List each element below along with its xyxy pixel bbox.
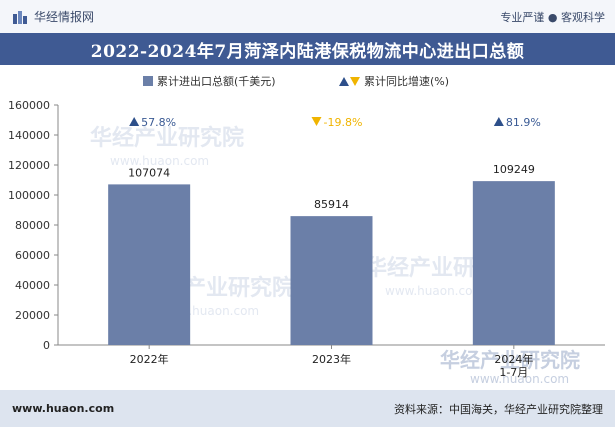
growth-up-triangle-icon — [129, 117, 140, 126]
legend-up-triangle-icon — [339, 77, 349, 86]
legend-bar-swatch — [143, 76, 153, 86]
y-tick-label: 160000 — [8, 99, 50, 112]
y-tick-label: 80000 — [15, 219, 50, 232]
y-tick-label: 60000 — [15, 249, 50, 262]
x-tick-label: 2024年 — [494, 352, 533, 366]
brand-logo-icon — [13, 10, 27, 24]
footer-source: 资料来源：中国海关，华经产业研究院整理 — [394, 402, 603, 416]
watermark-url-4: www.huaon.com — [470, 372, 569, 386]
bars — [108, 181, 555, 345]
y-tick-label: 40000 — [15, 279, 50, 292]
growth-rate-label: 57.8% — [141, 116, 176, 129]
y-tick-label: 140000 — [8, 129, 50, 142]
watermark-4: 华经产业研究院 — [440, 348, 580, 372]
chart-title: 2022-2024年7月菏泽内陆港保税物流中心进出口总额 — [90, 41, 525, 62]
legend-bar-label: 累计进出口总额(千美元) — [157, 74, 276, 88]
footer: www.huaon.com 资料来源：中国海关，华经产业研究院整理 — [0, 390, 615, 427]
growth-up-triangle-icon — [493, 117, 504, 126]
bar — [472, 181, 555, 345]
legend-down-triangle-icon — [350, 77, 360, 86]
brand-name: 华经情报网 — [34, 10, 95, 24]
watermark-1: 华经产业研究院 — [90, 125, 244, 151]
labels: 107074 2022年 57.8% 85914 2023年 -19.8% 109249 20… — [128, 116, 541, 379]
x-tick-label: 1-7月 — [499, 366, 528, 379]
title-bar: 2022-2024年7月菏泽内陆港保税物流中心进出口总额 — [0, 33, 615, 65]
x-tick-label: 2022年 — [130, 352, 169, 366]
y-tick-label: 20000 — [15, 309, 50, 322]
bar-value-label: 85914 — [314, 198, 349, 211]
bar-value-label: 107074 — [128, 166, 170, 179]
top-bar: 华经情报网 专业严谨 ● 客观科学 — [0, 0, 615, 33]
legend: 累计进出口总额(千美元) 累计同比增速(%) — [143, 74, 449, 88]
tagline: 专业严谨 ● 客观科学 — [500, 10, 605, 24]
brand: 华经情报网 — [12, 8, 94, 25]
y-tick-label: 120000 — [8, 159, 50, 172]
bar — [108, 184, 191, 345]
bar-chart: 华经产业研究院 www.huaon.com 华经产业研究院 www.huaon.… — [8, 74, 605, 386]
x-tick-label: 2023年 — [312, 352, 351, 366]
y-tick-label: 100000 — [8, 189, 50, 202]
y-tick-label: 0 — [43, 339, 50, 352]
watermark-url-2: www.huaon.com — [385, 284, 484, 298]
growth-rate-label: 81.9% — [506, 116, 541, 129]
growth-rate-label: -19.8% — [324, 116, 363, 129]
watermark-url-1: www.huaon.com — [110, 154, 209, 168]
bar — [290, 216, 373, 345]
legend-growth-label: 累计同比增速(%) — [364, 74, 449, 88]
footer-site: www.huaon.com — [12, 402, 115, 415]
growth-down-triangle-icon — [311, 117, 322, 126]
chart-area: 华经产业研究院 www.huaon.com 华经产业研究院 www.huaon.… — [0, 65, 615, 390]
bar-value-label: 109249 — [493, 163, 535, 176]
